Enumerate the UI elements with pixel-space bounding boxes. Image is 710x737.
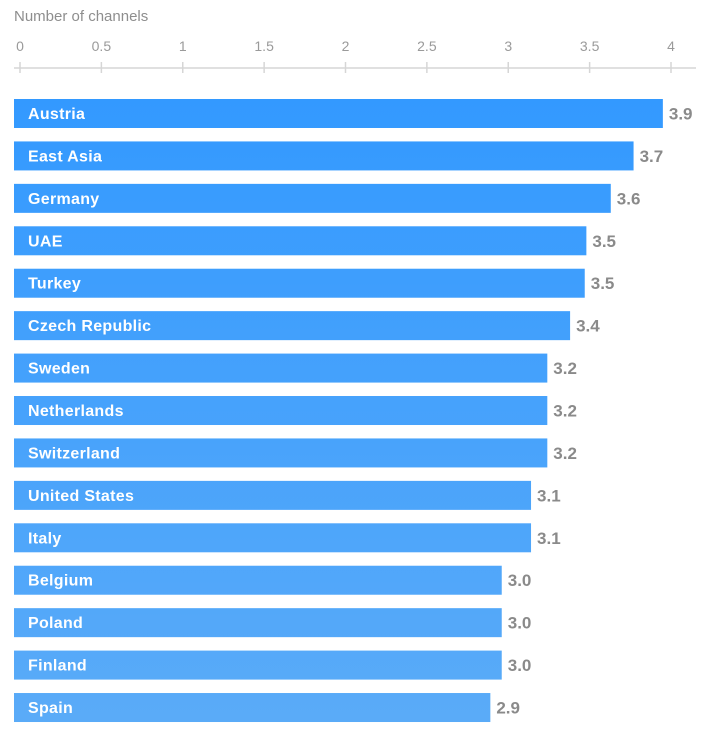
x-tick-label: 0: [16, 38, 24, 54]
x-tick-label: 4: [667, 38, 675, 54]
bar-category-label: Belgium: [28, 573, 93, 590]
bar: [14, 353, 548, 383]
bar: [14, 396, 548, 426]
bar-category-label: Czech Republic: [28, 318, 151, 335]
bar-category-label: East Asia: [28, 148, 102, 165]
bar-value-label: 3.6: [617, 189, 641, 208]
bar-value-label: 3.0: [508, 656, 532, 675]
bar-value-label: 2.9: [496, 699, 520, 718]
bar-group: Belgium 3.0: [14, 565, 532, 595]
bar-category-label: Poland: [28, 615, 83, 632]
bar-group: Sweden 3.2: [14, 353, 577, 383]
bar-category-label: Sweden: [28, 361, 90, 378]
bar-value-label: 3.0: [508, 571, 532, 590]
bar-group: Finland 3.0: [14, 650, 532, 680]
bar-category-label: Germany: [28, 191, 99, 208]
bar: [14, 438, 548, 468]
bar: [14, 226, 587, 256]
x-tick-label: 3: [504, 38, 512, 54]
bar-value-label: 3.5: [591, 274, 615, 293]
bar-category-label: Italy: [28, 530, 62, 547]
bar-value-label: 3.0: [508, 614, 532, 633]
x-tick-label: 3.5: [580, 38, 600, 54]
bar-category-label: Switzerland: [28, 445, 120, 462]
bar: [14, 99, 663, 128]
bar-group: Germany 3.6: [14, 183, 641, 213]
bar-group: Czech Republic 3.4: [14, 311, 600, 341]
bar: [14, 268, 585, 298]
bar-group: Netherlands 3.2: [14, 396, 577, 426]
x-axis: 0 0.5 1 1.5 2 2.5 3 3.5 4: [14, 38, 696, 73]
bar-category-label: Netherlands: [28, 403, 124, 420]
bar-group: UAE 3.5: [14, 226, 616, 256]
bar: [14, 523, 532, 553]
bar: [14, 693, 491, 723]
bar-group: United States 3.1: [14, 480, 561, 510]
bar-category-label: United States: [28, 488, 134, 505]
bar-group: East Asia 3.7: [14, 141, 664, 171]
bar-value-label: 3.7: [640, 147, 664, 166]
bar-category-label: Austria: [28, 106, 85, 123]
bar-value-label: 3.2: [553, 444, 577, 463]
bar-group: Switzerland 3.2: [14, 438, 577, 468]
bar: [14, 311, 571, 341]
bar: [14, 650, 502, 680]
bar-group: Spain 2.9: [14, 693, 520, 723]
bar: [14, 183, 611, 213]
bar-value-label: 3.4: [576, 317, 600, 336]
bar-category-label: Turkey: [28, 276, 81, 293]
x-tick-label: 2: [342, 38, 350, 54]
bar: [14, 565, 502, 595]
bar-value-label: 3.9: [669, 105, 693, 124]
bar-value-label: 3.1: [537, 529, 561, 548]
bar-category-label: Finland: [28, 658, 87, 675]
bar-category-label: Spain: [28, 700, 73, 717]
bar: [14, 141, 634, 171]
x-tick-label: 1: [179, 38, 187, 54]
bar-value-label: 3.1: [537, 486, 561, 505]
x-axis-title: Number of channels: [14, 8, 148, 25]
bar-value-label: 3.2: [553, 402, 577, 421]
bar-category-label: UAE: [28, 233, 63, 250]
bar: [14, 608, 502, 638]
x-tick-label: 1.5: [254, 38, 274, 54]
x-tick-label: 0.5: [92, 38, 112, 54]
bar-group: Poland 3.0: [14, 608, 532, 638]
bar: [14, 480, 532, 510]
bar-group: Turkey 3.5: [14, 268, 615, 298]
bar-group: Austria 3.9: [14, 99, 693, 128]
x-tick-label: 2.5: [417, 38, 437, 54]
bar-value-label: 3.2: [553, 359, 577, 378]
bar-value-label: 3.5: [592, 232, 616, 251]
bar-group: Italy 3.1: [14, 523, 561, 553]
